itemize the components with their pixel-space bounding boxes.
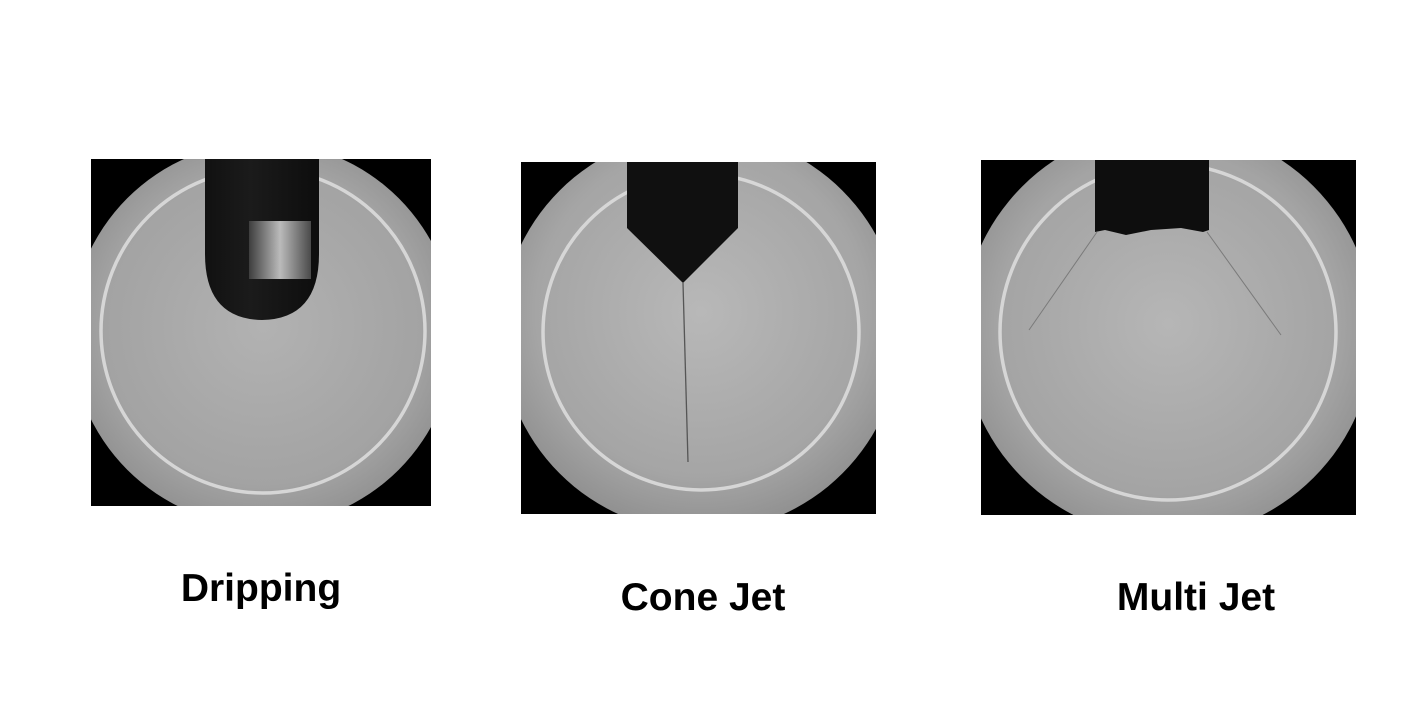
cone-jet-caption: Cone Jet	[620, 576, 786, 619]
dripping-image	[91, 159, 431, 506]
cone-jet-image	[521, 162, 876, 514]
dripping-caption: Dripping	[180, 567, 342, 610]
multi-jet-caption: Multi Jet	[1116, 576, 1276, 619]
multi-jet-image	[981, 160, 1356, 515]
